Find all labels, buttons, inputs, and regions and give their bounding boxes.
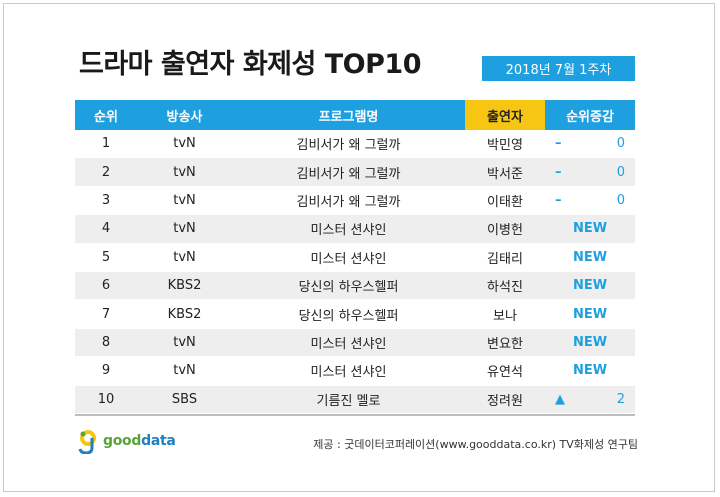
header-cast: 출연자 [465, 100, 545, 130]
cell-rank: 5 [101, 249, 111, 265]
cell-change: ▲ 2 [545, 386, 635, 413]
table-row: 7 KBS2 당신의 하우스헬퍼 보나 NEW [75, 300, 635, 329]
table-row: 1 tvN 김비서가 왜 그럴까 박민영 –0 [75, 130, 635, 159]
change-value: 0 [616, 136, 625, 152]
cell-channel: tvN [173, 363, 196, 379]
cell-cast: 이병헌 [487, 223, 523, 239]
table-row: 6 KBS2 당신의 하우스헬퍼 하석진 NEW [75, 271, 635, 301]
cell-cast: 박서준 [487, 166, 523, 182]
cell-rank: 8 [101, 334, 111, 350]
page-title: 드라마 출연자 화제성 TOP10 [79, 49, 422, 80]
cell-rank: 9 [101, 363, 111, 379]
cell-change-new: NEW [572, 306, 608, 322]
no-change-dash: – [555, 192, 562, 208]
table-row: 8 tvN 미스터 션샤인 변요한 NEW [75, 328, 635, 358]
table-row: 3 tvN 김비서가 왜 그럴까 이태환 –0 [75, 186, 635, 216]
change-value: 2 [616, 391, 625, 407]
cell-program: 미스터 션샤인 [310, 365, 387, 381]
cell-rank: 3 [101, 192, 111, 208]
change-indicator: –0 [555, 193, 625, 208]
cell-change: –0 [545, 130, 635, 157]
cell-change-new: NEW [572, 249, 608, 265]
cell-program: 기름진 멜로 [316, 393, 381, 409]
header-rank: 순위 [75, 100, 137, 130]
cell-program: 미스터 션샤인 [310, 336, 387, 352]
gooddata-logo: gooddata [77, 428, 176, 454]
cell-cast: 보나 [493, 308, 517, 324]
cell-rank: 4 [101, 221, 111, 237]
cell-change-new: NEW [572, 278, 608, 294]
cell-channel: tvN [173, 221, 196, 237]
cell-rank: 7 [101, 306, 111, 322]
header-channel: 방송사 [137, 100, 232, 130]
cell-program: 김비서가 왜 그럴까 [296, 194, 401, 210]
cell-rank: 1 [101, 136, 111, 152]
cell-cast: 유연석 [487, 365, 523, 381]
change-value: 0 [616, 192, 625, 208]
gooddata-logo-icon [78, 430, 96, 454]
cell-cast: 김태리 [487, 251, 523, 267]
cell-change: –0 [545, 187, 635, 214]
change-indicator: ▲ 2 [555, 392, 625, 407]
logo-text-data: data [141, 433, 176, 449]
logo-text: gooddata [103, 433, 176, 449]
cell-cast: 이태환 [487, 194, 523, 210]
cell-program: 김비서가 왜 그럴까 [296, 166, 401, 182]
cell-cast: 박민영 [487, 138, 523, 154]
cell-rank: 10 [97, 391, 115, 407]
cell-change-new: NEW [572, 221, 608, 237]
cell-program: 김비서가 왜 그럴까 [296, 138, 401, 154]
no-change-dash: – [555, 136, 562, 152]
table-body: 1 tvN 김비서가 왜 그럴까 박민영 –0 2 tvN 김비서가 왜 그럴까 박서준 –0 3 t… [75, 130, 635, 414]
header-program: 프로그램명 [232, 100, 465, 130]
table-row: 5 tvN 미스터 션샤인 김태리 NEW [75, 243, 635, 272]
cell-channel: tvN [173, 249, 196, 265]
cell-program: 당신의 하우스헬퍼 [298, 308, 399, 324]
up-arrow-icon: ▲ [555, 391, 565, 407]
table-bottom-rule [75, 413, 635, 416]
cell-change-new: NEW [572, 334, 608, 350]
cell-program: 미스터 션샤인 [310, 251, 387, 267]
cell-rank: 2 [101, 164, 111, 180]
no-change-dash: – [555, 164, 562, 180]
logo-text-good: good [103, 433, 142, 449]
change-value: 0 [616, 164, 625, 180]
cell-cast: 변요한 [487, 336, 523, 352]
header-change: 순위증감 [545, 100, 635, 130]
table-header: 순위 방송사 프로그램명 출연자 순위증감 [75, 100, 635, 130]
change-indicator: –0 [555, 165, 625, 180]
cell-program: 당신의 하우스헬퍼 [298, 280, 399, 296]
cell-channel: SBS [171, 391, 198, 407]
cell-cast: 정려원 [487, 393, 523, 409]
change-indicator: –0 [555, 136, 625, 151]
table-row: 10 SBS 기름진 멜로 정려원 ▲ 2 [75, 385, 635, 414]
table-row: 9 tvN 미스터 션샤인 유연석 NEW [75, 357, 635, 386]
table-row: 2 tvN 김비서가 왜 그럴까 박서준 –0 [75, 158, 635, 187]
date-badge: 2018년 7월 1주차 [482, 56, 635, 81]
source-credit: 제공 : 굿데이터코퍼레이션(www.gooddata.co.kr) TV화제성… [313, 438, 638, 451]
table-row: 4 tvN 미스터 션샤인 이병헌 NEW [75, 215, 635, 244]
cell-channel: tvN [173, 164, 196, 180]
cell-change-new: NEW [572, 363, 608, 379]
cell-cast: 하석진 [487, 280, 523, 296]
cell-program: 미스터 션샤인 [310, 223, 387, 239]
cell-channel: KBS2 [167, 278, 202, 294]
cell-channel: tvN [173, 136, 196, 152]
cell-channel: tvN [173, 334, 196, 350]
cell-channel: KBS2 [167, 306, 202, 322]
ranking-table: 순위 방송사 프로그램명 출연자 순위증감 1 tvN 김비서가 왜 그럴까 박민영 –… [75, 100, 635, 416]
cell-channel: tvN [173, 192, 196, 208]
cell-rank: 6 [101, 278, 111, 294]
cell-change: –0 [545, 158, 635, 185]
